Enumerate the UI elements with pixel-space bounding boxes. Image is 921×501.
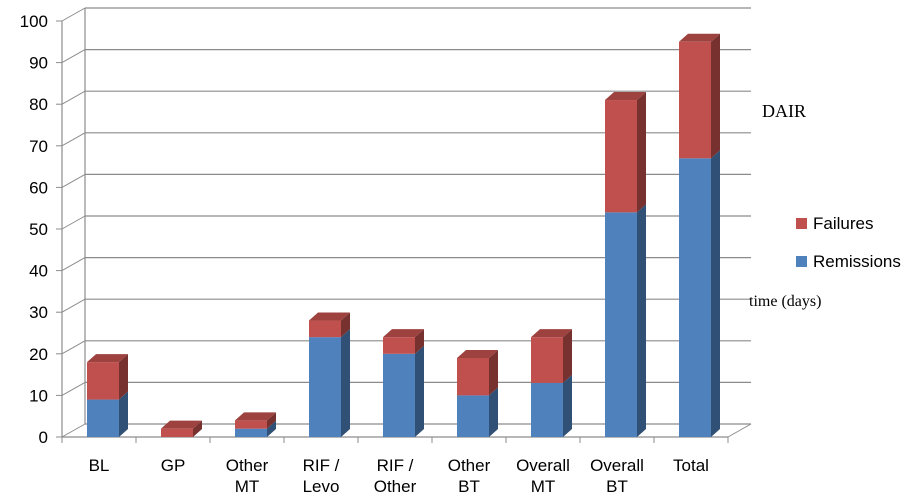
bar-side bbox=[489, 350, 498, 395]
legend-swatch bbox=[796, 218, 807, 229]
bar-front bbox=[235, 420, 267, 428]
x-tick-label: BL bbox=[89, 456, 110, 475]
bar-segment-remissions bbox=[383, 346, 424, 437]
gridline-depth bbox=[62, 91, 85, 104]
y-tick-label: 70 bbox=[29, 137, 48, 156]
bar-segment-failures bbox=[457, 350, 498, 395]
bar-segment-remissions bbox=[531, 375, 572, 437]
x-tick-label: Overall BT bbox=[590, 456, 644, 496]
floor-edge bbox=[728, 424, 751, 437]
bar-front bbox=[531, 383, 563, 437]
bar-front bbox=[87, 400, 119, 437]
gridline-depth bbox=[62, 258, 85, 271]
y-tick-label: 50 bbox=[29, 220, 48, 239]
gridline-depth bbox=[62, 299, 85, 312]
bar-front bbox=[457, 395, 489, 437]
y-tick-label: 0 bbox=[39, 428, 48, 447]
legend-item-failures: Failures bbox=[796, 214, 873, 233]
bar-segment-failures bbox=[531, 329, 572, 383]
bar-segment-failures bbox=[87, 354, 128, 399]
bar-side bbox=[119, 392, 128, 437]
bar-front bbox=[531, 337, 563, 383]
legend-item-remissions: Remissions bbox=[796, 252, 901, 271]
y-tick-label: 60 bbox=[29, 178, 48, 197]
y-tick-label: 90 bbox=[29, 54, 48, 73]
x-tick-label: RIF / Other bbox=[374, 456, 417, 496]
bar-front bbox=[87, 362, 119, 399]
annotation-dair: DAIR bbox=[762, 101, 806, 121]
gridline-depth bbox=[62, 382, 85, 395]
bar-side bbox=[563, 375, 572, 437]
bar-front bbox=[383, 337, 415, 354]
bar-front bbox=[383, 354, 415, 437]
bar-front bbox=[605, 100, 637, 212]
bar-segment-failures bbox=[161, 421, 202, 437]
legend: Failures Remissions bbox=[796, 214, 901, 271]
bar-segment-failures bbox=[309, 313, 350, 338]
bar-segment-remissions bbox=[605, 204, 646, 437]
y-tick-label: 10 bbox=[29, 386, 48, 405]
x-tick-label: GP bbox=[161, 456, 186, 475]
gridline-depth bbox=[62, 174, 85, 187]
bar-side bbox=[637, 204, 646, 437]
bar-front bbox=[309, 321, 341, 338]
x-tick-label: RIF / Levo bbox=[303, 456, 340, 496]
y-tick-label: 20 bbox=[29, 345, 48, 364]
bar-segment-failures bbox=[679, 34, 720, 158]
bar-segment-failures bbox=[605, 92, 646, 212]
bar-side bbox=[563, 329, 572, 383]
bar-segment-remissions bbox=[309, 329, 350, 437]
x-tick-label: Other BT bbox=[448, 456, 491, 496]
gridline-depth bbox=[62, 8, 85, 21]
bar-side bbox=[711, 150, 720, 437]
annotations: DAIR time (days) bbox=[749, 101, 821, 310]
x-tick-label: Total bbox=[673, 456, 709, 475]
bar-side bbox=[489, 387, 498, 437]
legend-label: Failures bbox=[813, 214, 873, 233]
legend-label: Remissions bbox=[813, 252, 901, 271]
bar-side bbox=[119, 354, 128, 399]
bar-front bbox=[235, 429, 267, 437]
gridline-depth bbox=[62, 50, 85, 63]
y-tick-label: 40 bbox=[29, 262, 48, 281]
y-tick-label: 30 bbox=[29, 303, 48, 322]
y-tick-label: 100 bbox=[20, 12, 48, 31]
bar-front bbox=[679, 158, 711, 437]
bar-front bbox=[161, 429, 193, 437]
bar-segment-failures bbox=[383, 329, 424, 354]
legend-swatch bbox=[796, 256, 807, 267]
gridline-depth bbox=[62, 424, 85, 437]
gridline-depth bbox=[62, 341, 85, 354]
y-tick-label: 80 bbox=[29, 95, 48, 114]
bar-segment-remissions bbox=[679, 150, 720, 437]
bar-front bbox=[309, 337, 341, 437]
x-tick-label: Other MT bbox=[226, 456, 269, 496]
gridline-depth bbox=[62, 216, 85, 229]
bar-side bbox=[415, 346, 424, 437]
x-axis-labels: BL GP Other MT RIF / Levo RIF / Other Other BT Ove… bbox=[62, 437, 728, 496]
bar-side bbox=[711, 34, 720, 158]
gridline-depth bbox=[62, 133, 85, 146]
bar-side bbox=[637, 92, 646, 212]
x-tick-label: Overall MT bbox=[516, 456, 570, 496]
bar-front bbox=[605, 212, 637, 437]
bar-front bbox=[457, 358, 489, 395]
bars bbox=[87, 34, 720, 437]
bar-front bbox=[679, 42, 711, 158]
bar-side bbox=[341, 329, 350, 437]
annotation-time-days: time (days) bbox=[749, 293, 821, 310]
